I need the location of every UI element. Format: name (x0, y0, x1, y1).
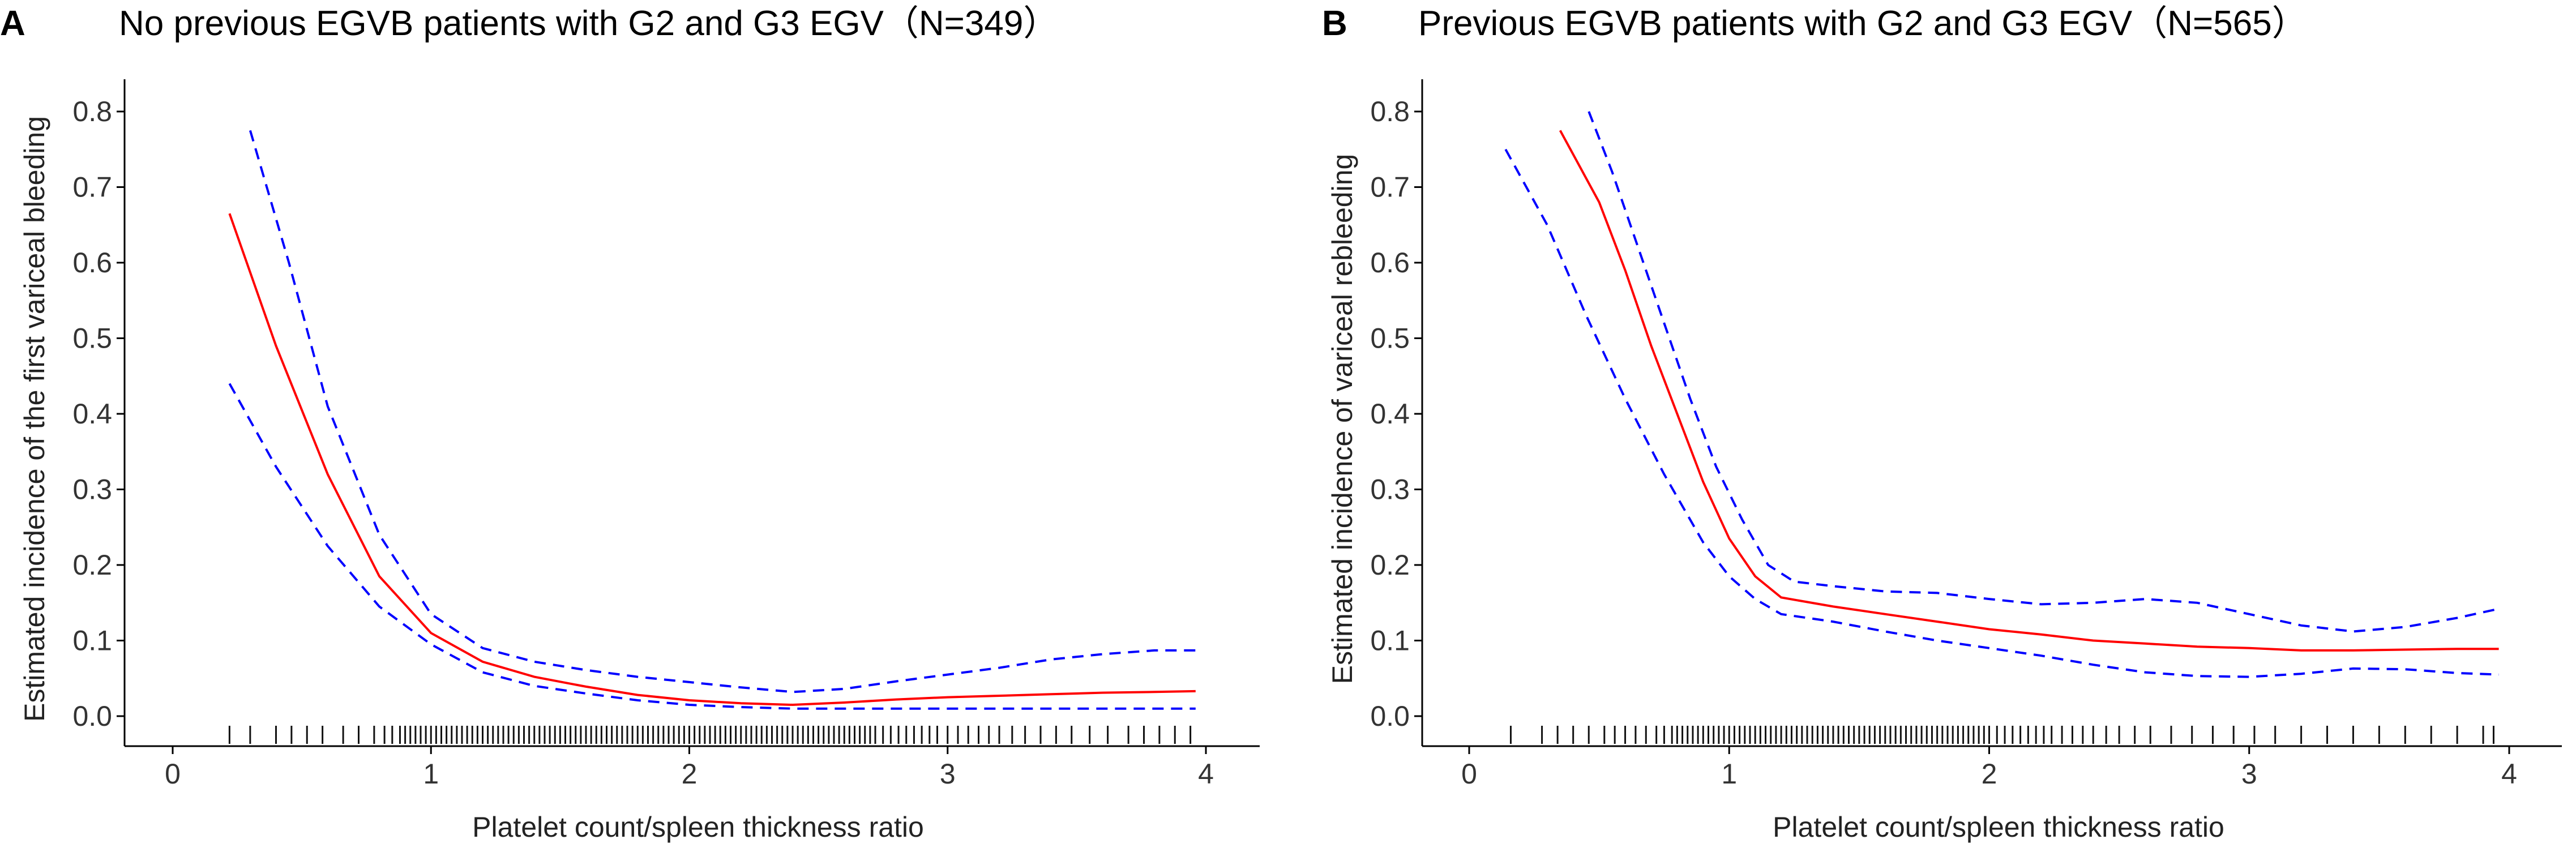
y-axis-title-b: Estimated incidence of variceal rebleedi… (1326, 154, 1358, 684)
y-tick-label-a: 0.3 (72, 474, 112, 506)
y-tick-label-b: 0.8 (1370, 96, 1410, 127)
x-tick-label-a: 3 (940, 758, 956, 790)
y-tick-label-a: 0.7 (72, 172, 112, 203)
x-tick-label-b: 3 (2241, 758, 2257, 790)
panel-b: B Previous EGVB patients with G2 and G3 … (1322, 4, 2562, 843)
rug-marks-a (228, 726, 1192, 744)
panel-title-b: Previous EGVB patients with G2 and G3 EG… (1418, 4, 2307, 43)
estimate-line-a (228, 213, 1196, 707)
y-tick-label-b: 0.1 (1370, 625, 1410, 657)
x-tick-label-a: 2 (682, 758, 698, 790)
rug-marks-b (1509, 726, 2494, 744)
y-tick-label-a: 0.0 (72, 700, 112, 732)
x-tick-label-b: 4 (2501, 758, 2517, 790)
y-ticks-a: 0.0 0.1 0.2 0.3 0.4 0.5 0.6 0.7 0.8 (72, 96, 125, 732)
y-tick-label-a: 0.6 (72, 247, 112, 279)
y-tick-label-a: 0.4 (72, 398, 112, 430)
y-tick-label-a: 0.1 (72, 625, 112, 657)
y-tick-label-b: 0.5 (1370, 323, 1410, 354)
x-ticks-a: 0 1 2 3 4 (165, 746, 1214, 790)
y-tick-label-b: 0.3 (1370, 474, 1410, 506)
panel-title-a: No previous EGVB patients with G2 and G3… (119, 4, 1058, 43)
y-tick-label-b: 0.7 (1370, 172, 1410, 203)
upper-ci-line-a (249, 130, 1196, 693)
upper-ci-line-b (1587, 111, 2500, 633)
panel-a: A No previous EGVB patients with G2 and … (0, 4, 1260, 843)
y-tick-label-a: 0.5 (72, 323, 112, 354)
y-tick-label-b: 0.0 (1370, 700, 1410, 732)
panel-label-a: A (0, 4, 25, 43)
lower-ci-line-a (228, 383, 1196, 710)
lower-ci-line-b (1504, 148, 2499, 678)
y-tick-label-a: 0.2 (72, 549, 112, 581)
estimate-line-b (1559, 130, 2499, 652)
x-tick-label-b: 1 (1721, 758, 1737, 790)
panel-label-b: B (1322, 4, 1347, 43)
series-a (228, 130, 1196, 710)
y-tick-label-b: 0.6 (1370, 247, 1410, 279)
y-tick-label-b: 0.4 (1370, 398, 1410, 430)
x-tick-label-b: 0 (1461, 758, 1477, 790)
series-b (1504, 111, 2500, 678)
x-axis-title-a: Platelet count/spleen thickness ratio (472, 811, 924, 843)
x-tick-label-a: 4 (1198, 758, 1214, 790)
y-axis-title-a: Estimated incidence of the first varicea… (19, 116, 50, 722)
x-ticks-b: 0 1 2 3 4 (1461, 746, 2517, 790)
y-ticks-b: 0.0 0.1 0.2 0.3 0.4 0.5 0.6 0.7 0.8 (1370, 96, 1422, 732)
x-tick-label-a: 0 (165, 758, 181, 790)
y-tick-label-a: 0.8 (72, 96, 112, 127)
x-axis-title-b: Platelet count/spleen thickness ratio (1773, 811, 2224, 843)
x-tick-label-a: 1 (423, 758, 439, 790)
y-tick-label-b: 0.2 (1370, 549, 1410, 581)
x-tick-label-b: 2 (1982, 758, 1997, 790)
